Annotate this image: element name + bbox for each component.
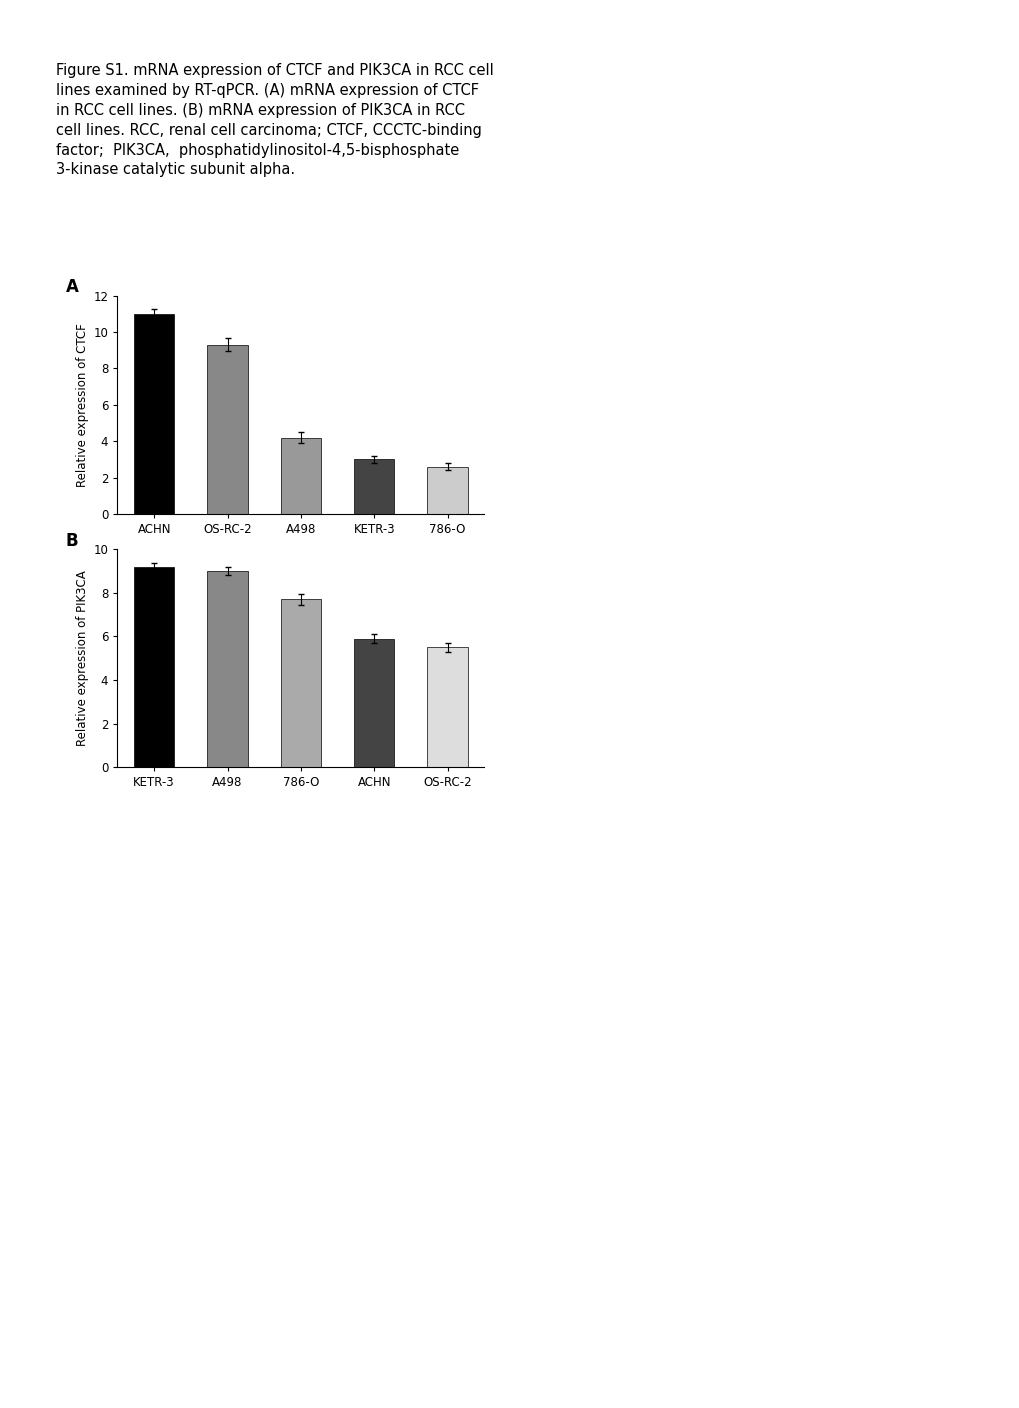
Bar [207,572,248,767]
Bar [427,466,468,514]
Bar [280,438,321,514]
Y-axis label: Relative expression of CTCF: Relative expression of CTCF [76,322,89,487]
Text: A: A [66,279,78,296]
Bar [427,648,468,767]
Text: B: B [66,532,78,549]
Y-axis label: Relative expression of PIK3CA: Relative expression of PIK3CA [76,570,89,746]
Bar [354,639,394,767]
Bar [207,345,248,514]
Bar [133,566,174,767]
Bar [133,314,174,514]
Text: Figure S1. mRNA expression of CTCF and PIK3CA in RCC cell
lines examined by RT-q: Figure S1. mRNA expression of CTCF and P… [56,63,493,177]
Bar [354,459,394,514]
Bar [280,600,321,767]
